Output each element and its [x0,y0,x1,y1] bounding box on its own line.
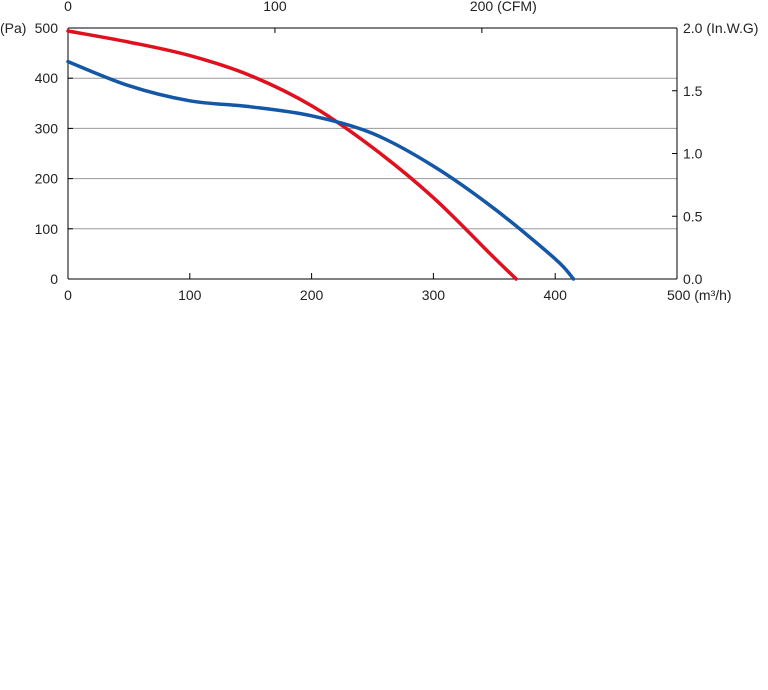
curve-series-2 [66,59,576,281]
x-tick-label: 100 [178,287,202,303]
x-tick-label: 0 [64,287,72,303]
curves [66,29,576,281]
y-tick-label: 100 [35,221,59,237]
y-tick-label: 400 [35,70,59,86]
curve-series-1 [66,29,518,281]
x-top-tick-label: 200 (CFM) [470,0,537,14]
y-right-tick-label: 0.5 [683,208,703,224]
y-right-tick-label: 2.0 (In.W.G) [683,20,758,36]
y-tick-label: 200 [35,171,59,187]
y-right-tick-label: 0.0 [683,271,703,287]
x-tick-label: 500 (m³/h) [667,287,732,303]
x-top-tick-label: 100 [263,0,287,14]
y-right-tick-label: 1.0 [683,146,703,162]
y-unit-label: (Pa) [0,20,26,36]
x-tick-label: 200 [300,287,324,303]
x-tick-label: 300 [422,287,446,303]
x-tick-label: 400 [544,287,568,303]
grid-lines [68,77,677,230]
y-right-tick-label: 1.5 [683,83,703,99]
y-tick-label: 500 [35,20,59,36]
y-tick-label: 300 [35,120,59,136]
axes [67,27,678,280]
x-top-tick-label: 0 [64,0,72,14]
y-tick-label: 0 [50,271,58,287]
tick-labels: 0 100 200 300 400 500 (m³/h) 0 100 200 (CFM) 0 100… [0,0,758,303]
